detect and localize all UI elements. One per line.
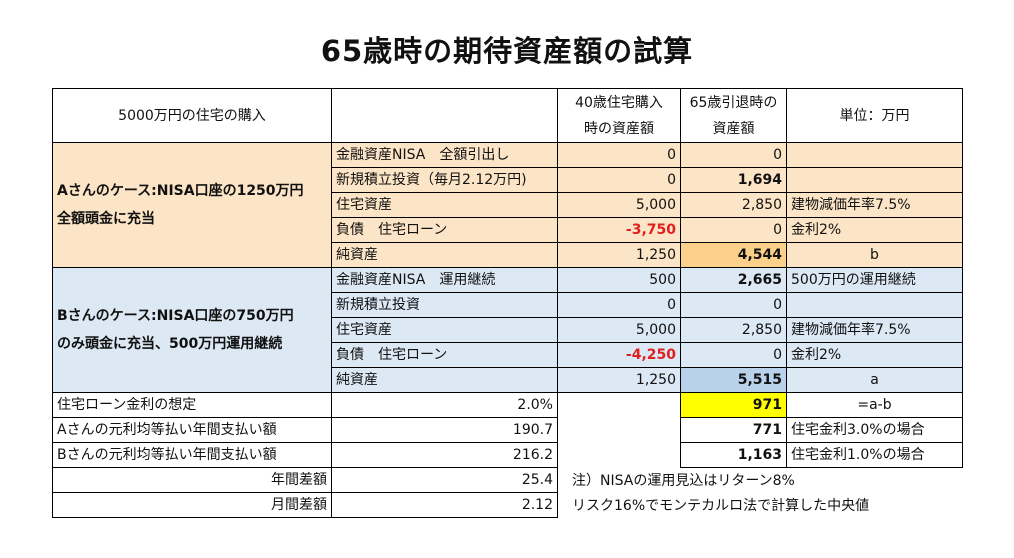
empty-cell [558, 418, 681, 443]
case-b-item: 純資産 [332, 368, 558, 393]
note-monte-carlo: リスク16%でモンテカルロ法で計算した中央値 [572, 497, 870, 514]
case-b-net-v65: 5,515 [681, 368, 787, 393]
case-b-v40: 0 [558, 293, 681, 318]
case-a-note [787, 168, 963, 193]
case-a-v40: -3,750 [558, 218, 681, 243]
case-a-v65: 0 [681, 218, 787, 243]
case-a-item: 純資産 [332, 243, 558, 268]
case-b-v40: 500 [558, 268, 681, 293]
case-b-label-line1: Bさんのケース:NISA口座の750万円 [57, 308, 294, 324]
case-b-v40: -4,250 [558, 343, 681, 368]
case-a-v65: 2,850 [681, 193, 787, 218]
empty-cell [558, 443, 681, 468]
annual-diff-label: 年間差額 [52, 468, 332, 493]
b-annual-payment-label: Bさんの元利均等払い年間支払い額 [52, 443, 332, 468]
case-b-item: 新規積立投資 [332, 293, 558, 318]
a-annual-payment-value: 190.7 [332, 418, 558, 443]
empty-cell [558, 393, 681, 418]
loan-rate-value: 2.0% [332, 393, 558, 418]
header-age65-line2: 資産額 [712, 120, 755, 137]
case-a-label-line2: 全額頭金に充当 [57, 211, 155, 227]
rate1-value: 1,163 [681, 443, 787, 468]
loan-rate-label: 住宅ローン金利の想定 [52, 393, 332, 418]
case-b-item: 負債 住宅ローン [332, 343, 558, 368]
case-a-item: 住宅資産 [332, 193, 558, 218]
case-a-label: Aさんのケース:NISA口座の1250万円 全額頭金に充当 [52, 143, 332, 268]
a-annual-payment-label: Aさんの元利均等払い年間支払い額 [52, 418, 332, 443]
case-a-note: 建物減価年率7.5% [787, 193, 963, 218]
case-b-v65: 0 [681, 293, 787, 318]
header-purchase: 5000万円の住宅の購入 [52, 88, 332, 143]
case-a-note: b [787, 243, 963, 268]
case-b-note [787, 293, 963, 318]
case-b-item: 金融資産NISA 運用継続 [332, 268, 558, 293]
case-a-v40: 1,250 [558, 243, 681, 268]
rate3-note: 住宅金利3.0%の場合 [787, 418, 963, 443]
page-title: 65歳時の期待資産額の試算 [320, 34, 694, 68]
monthly-diff-value: 2.12 [332, 493, 558, 518]
case-b-v65: 2,665 [681, 268, 787, 293]
case-b-v40: 5,000 [558, 318, 681, 343]
header-age40-line1: 40歳住宅購入 [575, 94, 663, 111]
case-a-note: 金利2% [787, 218, 963, 243]
rate3-value: 771 [681, 418, 787, 443]
case-a-net-v65: 4,544 [681, 243, 787, 268]
case-b-label: Bさんのケース:NISA口座の750万円 のみ頭金に充当、500万円運用継続 [52, 268, 332, 393]
case-b-item: 住宅資産 [332, 318, 558, 343]
difference-value: 971 [681, 393, 787, 418]
case-a-note [787, 143, 963, 168]
asset-table: 5000万円の住宅の購入 40歳住宅購入 時の資産額 65歳引退時の 資産額 単… [52, 88, 963, 533]
case-a-v65: 0 [681, 143, 787, 168]
header-unit: 単位：万円 [787, 88, 963, 143]
difference-note: =a-b [787, 393, 963, 418]
case-a-item: 新規積立投資（毎月2.12万円) [332, 168, 558, 193]
case-b-note: a [787, 368, 963, 393]
case-a-label-line1: Aさんのケース:NISA口座の1250万円 [57, 183, 304, 199]
case-a-v65: 1,694 [681, 168, 787, 193]
b-annual-payment-value: 216.2 [332, 443, 558, 468]
header-age40-line2: 時の資産額 [584, 120, 654, 137]
case-b-note: 金利2% [787, 343, 963, 368]
case-b-note: 建物減価年率7.5% [787, 318, 963, 343]
rate1-note: 住宅金利1.0%の場合 [787, 443, 963, 468]
case-a-item: 負債 住宅ローン [332, 218, 558, 243]
header-age40: 40歳住宅購入 時の資産額 [558, 88, 681, 143]
note-nisa-return: 注）NISAの運用見込はリターン8% [572, 472, 795, 489]
case-b-v40: 1,250 [558, 368, 681, 393]
case-a-item: 金融資産NISA 全額引出し [332, 143, 558, 168]
case-b-label-line2: のみ頭金に充当、500万円運用継続 [57, 336, 283, 352]
case-b-note: 500万円の運用継続 [787, 268, 963, 293]
header-age65-line1: 65歳引退時の [689, 94, 778, 111]
case-b-v65: 2,850 [681, 318, 787, 343]
monthly-diff-label: 月間差額 [52, 493, 332, 518]
case-b-v65: 0 [681, 343, 787, 368]
case-a-v40: 0 [558, 143, 681, 168]
case-a-v40: 5,000 [558, 193, 681, 218]
header-age65: 65歳引退時の 資産額 [681, 88, 787, 143]
header-blank [332, 88, 558, 143]
case-a-v40: 0 [558, 168, 681, 193]
annual-diff-value: 25.4 [332, 468, 558, 493]
